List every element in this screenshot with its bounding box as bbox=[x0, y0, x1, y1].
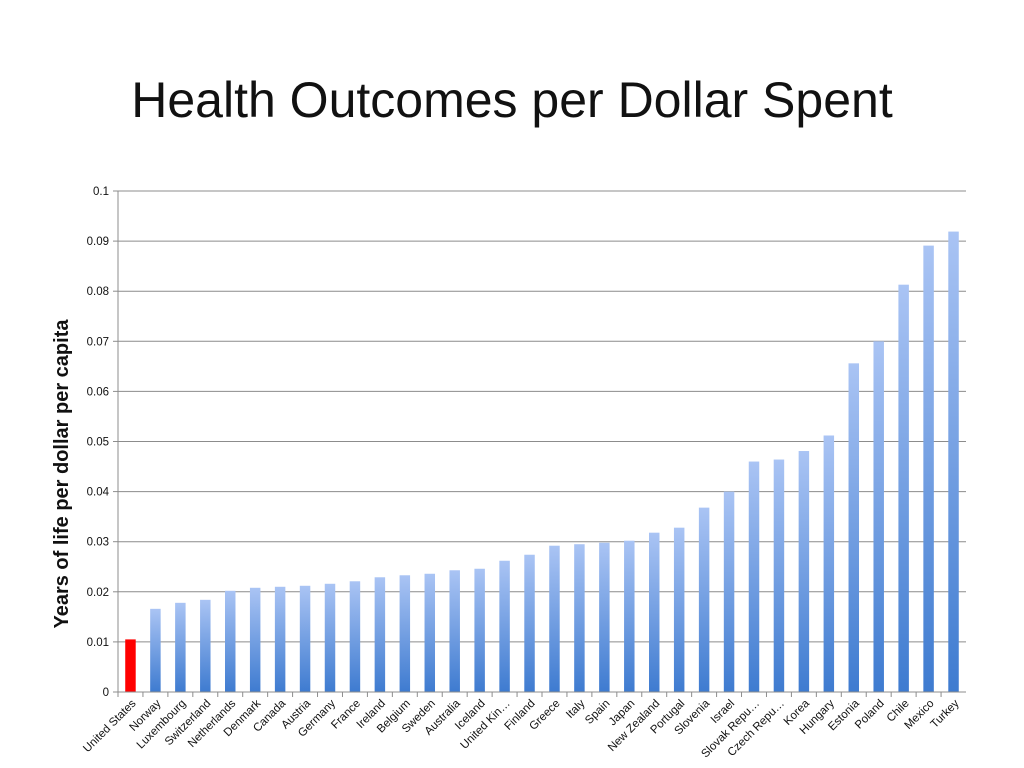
bars bbox=[125, 231, 959, 693]
bar-ireland bbox=[374, 577, 386, 692]
y-tick-labels: 0 0.01 0.02 0.03 0.04 0.05 0.06 0.07 0.08 0.09 0.1 bbox=[87, 186, 110, 699]
slide-title: Health Outcomes per Dollar Spent bbox=[131, 72, 893, 128]
bar-czech-repu bbox=[773, 459, 785, 692]
bar-mexico bbox=[923, 245, 934, 693]
y-tick-label: 0.09 bbox=[87, 236, 109, 248]
y-tick-label: 0.1 bbox=[93, 186, 109, 198]
y-tick-label: 0.06 bbox=[87, 386, 109, 398]
bar-sweden bbox=[424, 573, 436, 692]
bar-denmark bbox=[249, 587, 261, 692]
axes bbox=[113, 190, 966, 697]
y-tick-label: 0.02 bbox=[87, 587, 109, 599]
bar-canada bbox=[274, 586, 286, 692]
bar-france bbox=[349, 581, 361, 692]
bar-norway bbox=[150, 608, 161, 692]
y-tick-label: 0 bbox=[103, 687, 109, 699]
bar-poland bbox=[873, 341, 884, 692]
bar-israel bbox=[723, 491, 735, 692]
y-tick-label: 0.07 bbox=[87, 336, 109, 348]
bar-iceland bbox=[474, 568, 485, 692]
y-tick-label: 0.05 bbox=[87, 437, 109, 449]
y-tick-label: 0.04 bbox=[87, 487, 110, 499]
y-tick-label: 0.01 bbox=[87, 637, 109, 649]
bar-slovenia bbox=[698, 507, 710, 692]
x-category-label: Spain bbox=[583, 698, 612, 727]
bar-slovak-repu bbox=[748, 461, 760, 692]
bar-switzerland bbox=[200, 599, 211, 692]
bar-austria bbox=[299, 585, 311, 692]
y-tick-label: 0.08 bbox=[87, 286, 109, 298]
bar-united-kin bbox=[499, 560, 510, 692]
x-category-labels: United StatesNorwayLuxembourgSwitzerland… bbox=[81, 697, 962, 760]
bar-belgium bbox=[399, 575, 411, 692]
bar-germany bbox=[324, 583, 336, 692]
bar-chile bbox=[898, 284, 909, 692]
bar-japan bbox=[624, 540, 635, 692]
bar-australia bbox=[449, 570, 460, 692]
bar-greece bbox=[549, 545, 560, 692]
bar-korea bbox=[798, 451, 810, 692]
bar-new-zealand bbox=[649, 532, 660, 692]
bar-luxembourg bbox=[175, 602, 186, 692]
bar-finland bbox=[524, 554, 535, 692]
bar-portugal bbox=[673, 527, 685, 692]
bar-netherlands bbox=[225, 590, 236, 692]
bar-united-states bbox=[125, 639, 136, 692]
bar-spain bbox=[599, 542, 610, 692]
bar-turkey bbox=[948, 231, 959, 692]
y-tick-label: 0.03 bbox=[87, 537, 109, 549]
bar-italy bbox=[574, 544, 585, 692]
x-category-label: Turkey bbox=[929, 697, 962, 730]
gridlines bbox=[118, 190, 966, 643]
bar-estonia bbox=[848, 363, 860, 692]
bar-hungary bbox=[823, 435, 835, 692]
